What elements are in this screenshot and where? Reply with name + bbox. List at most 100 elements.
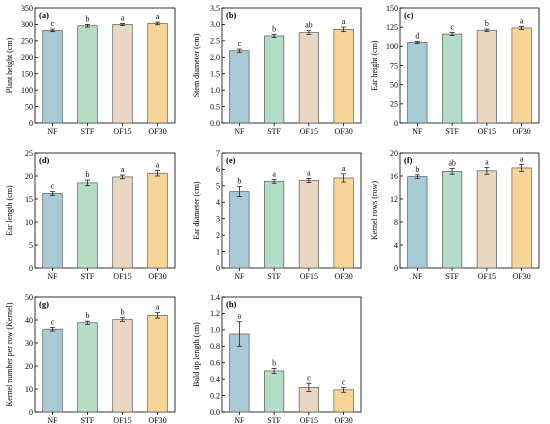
y-tick-label: 1.4: [210, 293, 220, 302]
x-tick-label: NF: [412, 272, 423, 281]
y-tick-label: 4: [394, 241, 398, 250]
y-tick-label: 0: [394, 119, 398, 128]
x-tick-label: OF30: [335, 127, 353, 136]
panel-label: (c): [404, 10, 414, 20]
bar-stf: [442, 171, 463, 269]
significance-letter: d: [415, 31, 419, 40]
y-tick-label: 2.5: [210, 37, 220, 46]
x-tick-label: OF30: [513, 127, 531, 136]
x-tick-label: NF: [234, 416, 245, 424]
significance-letter: ab: [448, 159, 456, 168]
y-tick-label: 125: [386, 23, 398, 32]
x-tick-label: NF: [47, 416, 58, 424]
y-tick-label: 25: [25, 149, 33, 158]
y-tick-label: 30: [25, 339, 33, 348]
plot-frame: [221, 152, 362, 269]
y-tick-label: 1.0: [210, 86, 220, 95]
y-tick-label: 1.5: [210, 70, 220, 79]
x-tick-label: STF: [81, 272, 95, 281]
significance-letter: c: [238, 39, 242, 48]
bar-of30: [333, 389, 354, 413]
bar-of30: [147, 23, 168, 124]
y-tick-label: 0: [29, 408, 33, 417]
significance-letter: b: [86, 14, 90, 23]
y-tick-label: 100: [386, 42, 398, 51]
y-tick-label: 50: [390, 80, 398, 89]
panel-g: 0 10 20 30 40 50 c NF b STF b OF15 a OF30 (g) Kernel nu…: [5, 293, 176, 424]
y-tick-label: 12: [390, 195, 398, 204]
bar-stf: [77, 322, 98, 413]
bar-nf: [42, 328, 63, 413]
y-tick-label: 10: [25, 385, 33, 394]
bar-nf: [407, 176, 428, 269]
significance-letter: ab: [305, 21, 313, 30]
x-tick-label: NF: [47, 272, 58, 281]
x-tick-label: STF: [81, 127, 95, 136]
bar-of30: [333, 29, 354, 124]
bar-of15: [298, 32, 319, 124]
x-tick-label: STF: [445, 272, 459, 281]
y-tick-label: 20: [25, 362, 33, 371]
x-tick-label: OF30: [148, 416, 166, 424]
bar-of15: [112, 319, 133, 413]
y-tick-label: 75: [390, 61, 398, 70]
y-tick-label: 1.2: [210, 309, 220, 318]
bar-stf: [442, 33, 463, 124]
bar-nf: [229, 191, 250, 269]
y-tick-label: 3.5: [210, 4, 220, 13]
y-axis-label: Plant height (cm): [5, 37, 14, 93]
significance-letter: a: [238, 312, 242, 321]
y-tick-label: 7: [216, 149, 220, 158]
y-tick-label: 0.8: [210, 342, 220, 351]
panel-label: (f): [404, 155, 413, 165]
x-tick-label: NF: [234, 272, 245, 281]
y-axis-label: Kernel number per row (Kernel): [5, 302, 14, 406]
y-tick-label: 300: [21, 20, 33, 29]
bar-of30: [511, 167, 532, 269]
significance-letter: b: [415, 165, 419, 174]
y-tick-label: 8: [394, 218, 398, 227]
y-tick-label: 250: [21, 37, 33, 46]
significance-letter: a: [121, 165, 125, 174]
significance-letter: c: [51, 317, 55, 326]
x-tick-label: NF: [47, 127, 58, 136]
panel-h: 0.0 0.2 0.4 0.6 0.8 1.0 1.2 1.4 a NF b STF c OF15 c OF3…: [192, 293, 362, 424]
y-tick-label: 200: [21, 53, 33, 62]
significance-letter: a: [342, 164, 346, 173]
panel-d: 0 5 10 15 20 25 c NF b STF a OF15 a OF30 (d) Ear length…: [5, 149, 176, 281]
panel-label: (h): [226, 299, 237, 309]
significance-letter: c: [51, 182, 55, 191]
y-axis-label: Ear diameter (cm): [192, 181, 201, 240]
y-tick-label: 1: [216, 247, 220, 256]
bar-of30: [511, 27, 532, 124]
bar-stf: [77, 25, 98, 124]
y-axis-label: Stem diameter (cm): [192, 33, 201, 97]
significance-letter: a: [520, 155, 524, 164]
y-tick-label: 50: [25, 102, 33, 111]
y-tick-label: 3: [216, 215, 220, 224]
bar-of15: [112, 24, 133, 124]
x-tick-label: OF15: [113, 416, 131, 424]
x-tick-label: OF30: [148, 272, 166, 281]
y-tick-label: 6: [216, 165, 220, 174]
bar-nf: [229, 50, 250, 124]
significance-letter: a: [272, 169, 276, 178]
x-tick-label: OF15: [300, 272, 318, 281]
y-axis-label: Ear length (cm): [5, 185, 14, 236]
y-axis-label: Bald tip length (cm): [192, 322, 201, 387]
bar-of15: [298, 180, 319, 269]
panel-label: (b): [226, 10, 237, 20]
y-tick-label: 5: [29, 241, 33, 250]
x-tick-label: STF: [81, 416, 95, 424]
y-tick-label: 25: [390, 100, 398, 109]
x-tick-label: OF15: [300, 127, 318, 136]
plot-frame: [221, 7, 362, 124]
significance-letter: b: [121, 308, 125, 317]
x-tick-label: STF: [267, 127, 281, 136]
plot-frame: [34, 7, 176, 124]
significance-letter: b: [237, 177, 241, 186]
panel-b: 0.0 0.5 1.0 1.5 2.0 2.5 3.0 3.5 c NF b STF ab OF15 a OF…: [192, 4, 362, 136]
bar-of15: [112, 176, 133, 269]
panel-e: 0 1 2 3 4 5 6 7 b NF a STF a OF15 a OF30 (e) Ear diameter…: [192, 149, 362, 281]
